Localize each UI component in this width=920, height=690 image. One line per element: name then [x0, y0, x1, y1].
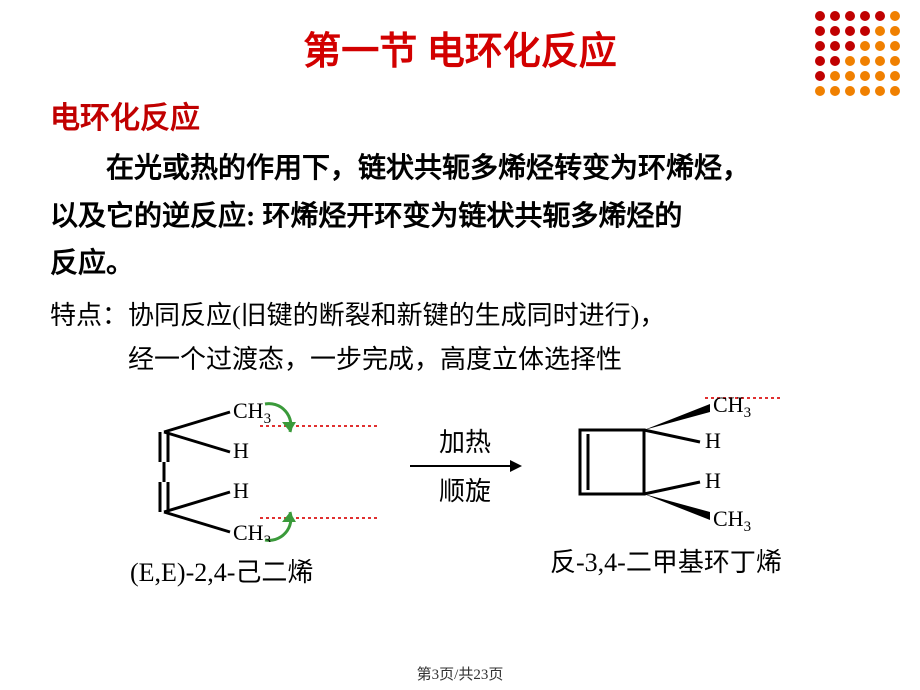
svg-text:H: H	[705, 468, 721, 493]
feature-line-1: 特点：协同反应(旧键的断裂和新键的生成同时进行)，	[50, 294, 870, 338]
section-title: 第一节 电环化反应	[0, 0, 920, 85]
svg-text:H: H	[233, 478, 249, 503]
product-name: 反-3,4-二甲基环丁烯	[550, 542, 782, 579]
definition-line-1: 在光或热的作用下，链状共轭多烯烃转变为环烯烃，	[50, 145, 870, 193]
feature-paragraph: 特点：协同反应(旧键的断裂和新键的生成同时进行)， 经一个过渡态，一步完成，高度…	[50, 294, 870, 382]
page-number: 第3页/共23页	[0, 663, 920, 684]
arrow-line	[410, 465, 520, 467]
corner-dot-grid	[812, 8, 912, 108]
product-structure: CH3 H H CH3	[550, 382, 810, 532]
svg-text:CH3: CH3	[713, 506, 751, 535]
definition-line-3: 反应。	[50, 240, 870, 288]
svg-text:H: H	[705, 428, 721, 453]
reaction-scheme: CH3 H H CH3 加热 顺旋	[50, 392, 870, 612]
arrow-condition-top: 加热	[410, 422, 520, 459]
reactant-structure: CH3 H H CH3	[130, 392, 380, 542]
definition-line-2: 以及它的逆反应: 环烯烃开环变为链状共轭多烯烃的	[50, 193, 870, 241]
topic-subtitle: 电环化反应	[50, 93, 920, 137]
definition-paragraph: 在光或热的作用下，链状共轭多烯烃转变为环烯烃， 以及它的逆反应: 环烯烃开环变为…	[50, 145, 870, 288]
arrow-condition-bottom: 顺旋	[410, 471, 520, 508]
svg-text:CH3: CH3	[233, 398, 271, 427]
svg-text:CH3: CH3	[233, 520, 271, 542]
svg-text:H: H	[233, 438, 249, 463]
feature-line-2: 经一个过渡态，一步完成，高度立体选择性	[50, 338, 870, 382]
reactant-name: (E,E)-2,4-己二烯	[130, 552, 313, 589]
svg-text:CH3: CH3	[713, 392, 751, 421]
reaction-arrow: 加热 顺旋	[410, 422, 520, 508]
